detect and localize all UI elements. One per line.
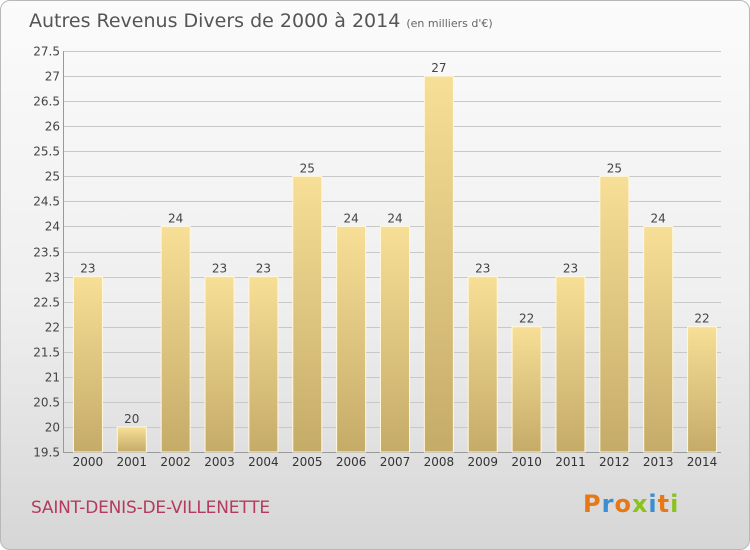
bar-value-label: 23 [563, 262, 578, 276]
bar-value-label: 24 [651, 211, 666, 225]
bar [423, 75, 454, 453]
y-tick-label: 22 [45, 321, 60, 335]
bar [248, 276, 279, 453]
x-tick-label: 2014 [687, 455, 718, 469]
logo-letter: o [614, 490, 632, 518]
bar [555, 276, 586, 453]
y-tick-label: 27 [45, 70, 60, 84]
y-tick-label: 25 [45, 170, 60, 184]
chart-title-text: Autres Revenus Divers de 2000 à 2014 [29, 10, 401, 32]
bar-value-label: 23 [80, 262, 95, 276]
bar-value-label: 25 [607, 161, 622, 175]
bar [204, 276, 235, 453]
y-tick-label: 22.5 [33, 296, 60, 310]
x-tick-label: 2005 [292, 455, 323, 469]
x-tick-label: 2012 [599, 455, 630, 469]
y-tick-label: 21 [45, 371, 60, 385]
y-tick-label: 24.5 [33, 195, 60, 209]
bar [643, 225, 674, 453]
y-tick-label: 26.5 [33, 95, 60, 109]
y-tick-label: 24 [45, 220, 60, 234]
x-tick-label: 2007 [380, 455, 411, 469]
logo-letter: x [631, 490, 649, 518]
bar-value-label: 22 [694, 312, 709, 326]
x-tick-label: 2011 [555, 455, 586, 469]
logo-letter: P [583, 490, 602, 518]
logo-letter: r [601, 490, 615, 518]
x-tick-label: 2000 [73, 455, 104, 469]
x-tick-label: 2013 [643, 455, 674, 469]
x-tick-label: 2010 [511, 455, 542, 469]
bar-value-label: 24 [343, 211, 358, 225]
x-tick-label: 2001 [117, 455, 148, 469]
bar-value-label: 24 [387, 211, 402, 225]
x-tick-label: 2008 [424, 455, 455, 469]
chart-title: Autres Revenus Divers de 2000 à 2014 (en… [29, 10, 493, 32]
x-tick-label: 2004 [248, 455, 279, 469]
bar [72, 276, 103, 453]
y-tick-label: 21.5 [33, 346, 60, 360]
bar-value-label: 22 [519, 312, 534, 326]
bar-value-label: 24 [168, 211, 183, 225]
y-tick-label: 27.5 [33, 45, 60, 59]
proxiti-logo: Proxiti [583, 490, 679, 518]
x-tick-label: 2002 [160, 455, 191, 469]
y-tick-label: 23 [45, 271, 60, 285]
bar [467, 276, 498, 453]
bar-value-label: 23 [475, 262, 490, 276]
y-tick-label: 26 [45, 120, 60, 134]
x-tick-label: 2003 [204, 455, 235, 469]
logo-letter: t [657, 490, 671, 518]
bar [687, 326, 718, 453]
y-tick-label: 19.5 [33, 446, 60, 460]
commune-name: SAINT-DENIS-DE-VILLENETTE [31, 498, 270, 518]
y-tick-label: 23.5 [33, 246, 60, 260]
bar-value-label: 20 [124, 412, 139, 426]
y-tick-label: 20 [45, 421, 60, 435]
y-tick-label: 25.5 [33, 145, 60, 159]
bar [599, 175, 630, 453]
y-tick-label: 20.5 [33, 396, 60, 410]
chart-unit: (en milliers d'€) [406, 17, 493, 30]
bar [380, 225, 410, 453]
bar [511, 326, 542, 453]
bar-value-label: 23 [256, 262, 271, 276]
logo-letter: i [670, 490, 680, 518]
x-tick-label: 2006 [336, 455, 367, 469]
logo-letter: i [648, 490, 658, 518]
bar [292, 175, 323, 453]
bar [116, 426, 147, 453]
bar-value-label: 23 [212, 262, 227, 276]
bar [160, 225, 191, 453]
bar [336, 225, 367, 453]
bar-value-label: 25 [300, 161, 315, 175]
x-tick-label: 2009 [467, 455, 498, 469]
bar-value-label: 27 [431, 61, 446, 75]
